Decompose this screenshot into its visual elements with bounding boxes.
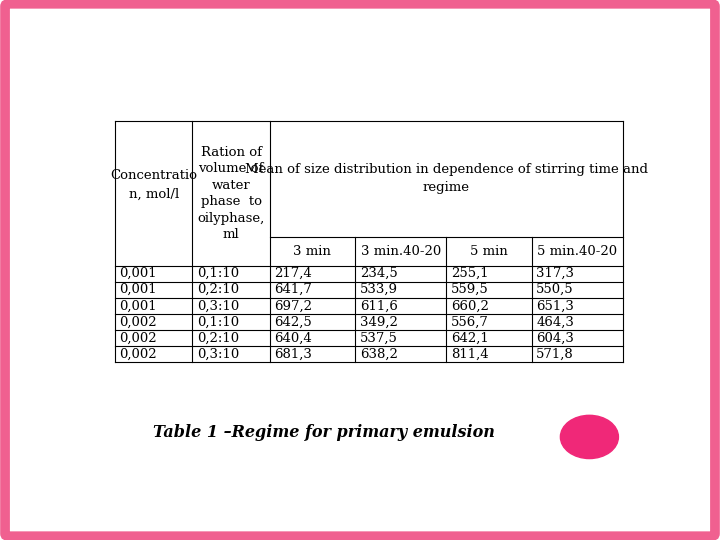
Text: 641,7: 641,7 bbox=[274, 284, 312, 296]
Text: 611,6: 611,6 bbox=[360, 299, 397, 312]
Text: 349,2: 349,2 bbox=[360, 315, 397, 328]
Text: 0,2:10: 0,2:10 bbox=[197, 332, 239, 345]
Text: 660,2: 660,2 bbox=[451, 299, 489, 312]
Text: 0,001: 0,001 bbox=[120, 299, 157, 312]
Text: 0,3:10: 0,3:10 bbox=[197, 299, 239, 312]
Text: 317,3: 317,3 bbox=[536, 267, 575, 280]
Text: Table 1 –Regime for primary emulsion: Table 1 –Regime for primary emulsion bbox=[153, 424, 495, 441]
Text: 571,8: 571,8 bbox=[536, 348, 574, 361]
Text: 604,3: 604,3 bbox=[536, 332, 574, 345]
Text: 638,2: 638,2 bbox=[360, 348, 397, 361]
Text: Mean of size distribution in dependence of stirring time and
regime: Mean of size distribution in dependence … bbox=[245, 163, 648, 194]
Text: 0,002: 0,002 bbox=[120, 315, 157, 328]
Text: 0,002: 0,002 bbox=[120, 332, 157, 345]
Text: 0,002: 0,002 bbox=[120, 348, 157, 361]
Text: 642,1: 642,1 bbox=[451, 332, 488, 345]
Text: 0,2:10: 0,2:10 bbox=[197, 284, 239, 296]
Text: 5 min: 5 min bbox=[470, 245, 508, 258]
Text: 559,5: 559,5 bbox=[451, 284, 488, 296]
Text: 217,4: 217,4 bbox=[274, 267, 312, 280]
Text: 234,5: 234,5 bbox=[360, 267, 397, 280]
Text: 5 min.40-20: 5 min.40-20 bbox=[537, 245, 618, 258]
Text: 255,1: 255,1 bbox=[451, 267, 488, 280]
Text: 550,5: 550,5 bbox=[536, 284, 574, 296]
Text: 0,1:10: 0,1:10 bbox=[197, 267, 239, 280]
Text: 651,3: 651,3 bbox=[536, 299, 574, 312]
Text: 0,001: 0,001 bbox=[120, 284, 157, 296]
Text: 0,3:10: 0,3:10 bbox=[197, 348, 239, 361]
Text: 811,4: 811,4 bbox=[451, 348, 488, 361]
Text: 3 min.40-20: 3 min.40-20 bbox=[361, 245, 441, 258]
Text: 556,7: 556,7 bbox=[451, 315, 489, 328]
Text: 697,2: 697,2 bbox=[274, 299, 312, 312]
Text: 642,5: 642,5 bbox=[274, 315, 312, 328]
Text: 3 min: 3 min bbox=[294, 245, 331, 258]
Text: 0,1:10: 0,1:10 bbox=[197, 315, 239, 328]
Text: 640,4: 640,4 bbox=[274, 332, 312, 345]
Text: 464,3: 464,3 bbox=[536, 315, 574, 328]
Text: Concentratio
n, mol/l: Concentratio n, mol/l bbox=[110, 170, 197, 200]
Text: 0,001: 0,001 bbox=[120, 267, 157, 280]
Text: Ration of
volume of
water
phase  to
oilyphase,
ml: Ration of volume of water phase to oilyp… bbox=[197, 146, 265, 241]
Text: 681,3: 681,3 bbox=[274, 348, 312, 361]
Text: 537,5: 537,5 bbox=[360, 332, 397, 345]
Text: 533,9: 533,9 bbox=[360, 284, 397, 296]
Circle shape bbox=[560, 415, 618, 458]
